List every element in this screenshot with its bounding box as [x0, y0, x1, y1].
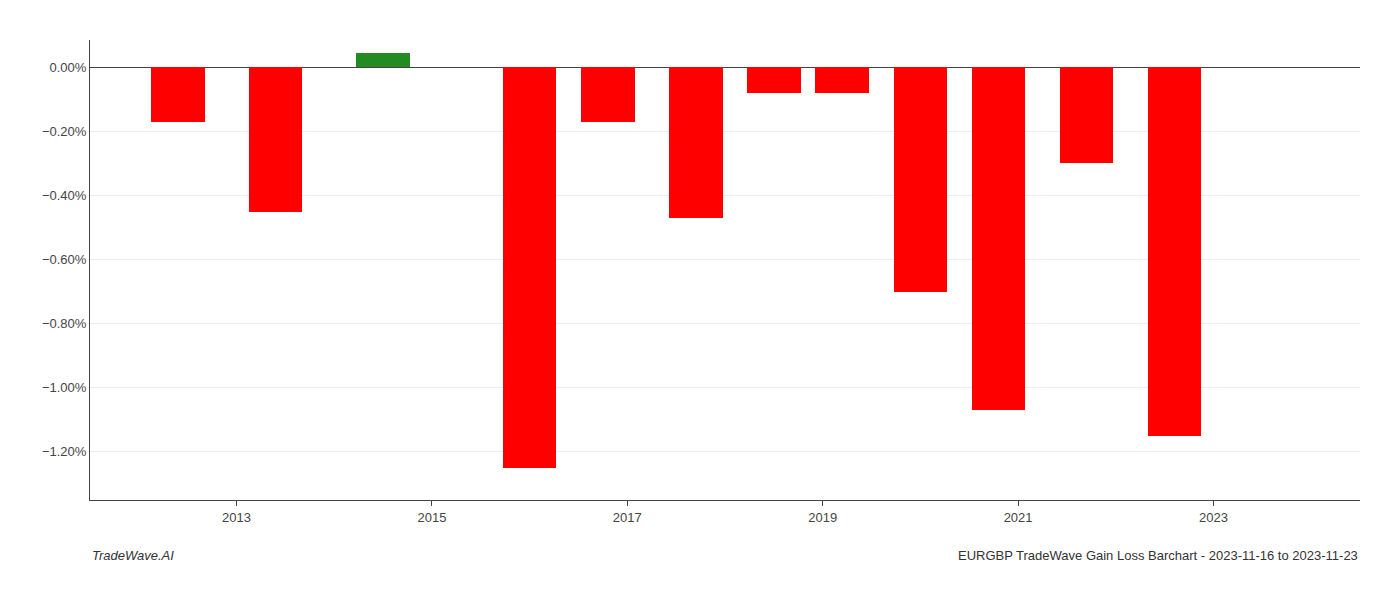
svg-text:0.00%: 0.00%: [50, 60, 87, 75]
svg-text:2021: 2021: [1004, 510, 1033, 525]
svg-text:2023: 2023: [1199, 510, 1228, 525]
svg-text:2015: 2015: [417, 510, 446, 525]
svg-text:2017: 2017: [613, 510, 642, 525]
svg-text:−0.40%: −0.40%: [42, 188, 87, 203]
svg-text:−0.20%: −0.20%: [42, 124, 87, 139]
svg-text:2013: 2013: [222, 510, 251, 525]
svg-text:2019: 2019: [808, 510, 837, 525]
svg-text:TradeWave.AI: TradeWave.AI: [92, 548, 174, 563]
svg-text:−0.60%: −0.60%: [42, 252, 87, 267]
svg-text:−1.20%: −1.20%: [42, 444, 87, 459]
svg-text:−0.80%: −0.80%: [42, 316, 87, 331]
svg-text:−1.00%: −1.00%: [42, 380, 87, 395]
svg-text:EURGBP TradeWave Gain Loss Bar: EURGBP TradeWave Gain Loss Barchart - 20…: [958, 548, 1358, 563]
